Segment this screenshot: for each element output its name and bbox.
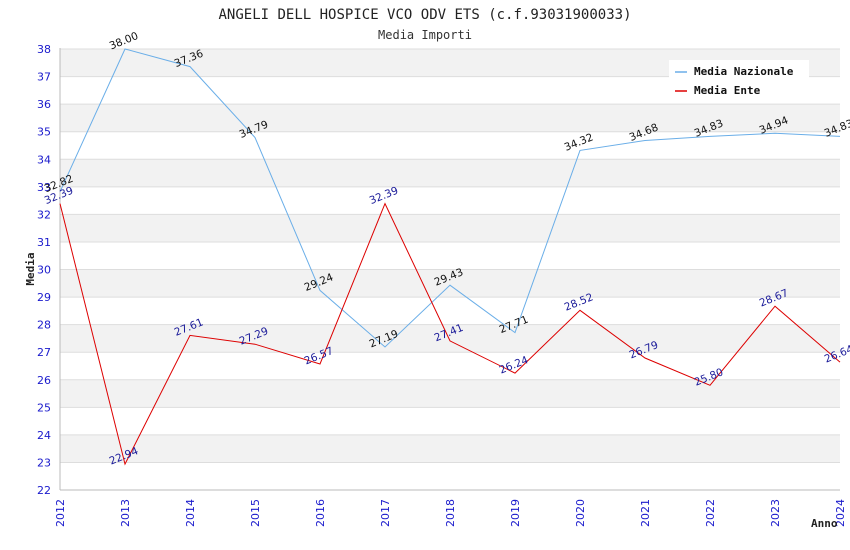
grid-band [60, 241, 840, 270]
x-tick-label: 2015 [249, 499, 262, 527]
y-axis-ticks: 22 23 24 25 26 27 28 29 30 31 32 33 34 35 36 37 38 [37, 43, 51, 497]
y-tick-label: 24 [37, 429, 51, 442]
x-tick-label: 2023 [769, 499, 782, 527]
y-tick-label: 25 [37, 401, 51, 414]
series-line [59, 202, 841, 466]
grid-band [60, 214, 840, 242]
chart-subtitle: Media Importi [378, 28, 472, 42]
grid-band [60, 324, 840, 353]
legend-box [669, 60, 809, 100]
grid-band [60, 269, 840, 298]
x-tick-label: 2014 [184, 499, 197, 527]
x-tick-label: 2013 [119, 499, 132, 527]
y-tick-label: 38 [37, 43, 51, 56]
series-line [59, 48, 841, 348]
y-tick-label: 36 [37, 98, 51, 111]
grid-band [60, 379, 840, 408]
grid-bands [60, 48, 840, 491]
y-tick-label: 28 [37, 319, 51, 332]
y-tick-label: 29 [37, 291, 51, 304]
legend: Media Nazionale Media Ente [669, 60, 809, 100]
grid-band [60, 297, 840, 325]
grid-band [60, 352, 840, 380]
x-tick-label: 2022 [704, 499, 717, 527]
y-tick-label: 31 [37, 236, 51, 249]
y-tick-label: 34 [37, 153, 51, 166]
y-tick-label: 26 [37, 374, 51, 387]
grid-band [60, 159, 840, 187]
y-axis-label: Media [24, 252, 37, 285]
y-tick-label: 22 [37, 484, 51, 497]
x-tick-label: 2018 [444, 499, 457, 527]
y-tick-label: 37 [37, 71, 51, 84]
grid-band [60, 434, 840, 463]
series-group [59, 48, 841, 466]
legend-label-media-ente: Media Ente [694, 84, 761, 97]
y-tick-label: 27 [37, 346, 51, 359]
grid-band [60, 104, 840, 132]
grid-band [60, 462, 840, 490]
x-tick-label: 2016 [314, 499, 327, 527]
legend-label-media-nazionale: Media Nazionale [694, 65, 794, 78]
x-axis-label: Anno [811, 517, 838, 530]
x-axis-ticks: 2012 2013 2014 2015 2016 2017 2018 2019 2020 2021… [54, 499, 847, 527]
chart-title: ANGELI DELL HOSPICE VCO ODV ETS (c.f.930… [218, 7, 631, 23]
x-tick-label: 2021 [639, 499, 652, 527]
x-tick-label: 2017 [379, 499, 392, 527]
y-tick-label: 35 [37, 126, 51, 139]
x-tick-label: 2020 [574, 499, 587, 527]
grid-band [60, 186, 840, 215]
x-tick-label: 2024 [834, 499, 847, 527]
x-tick-label: 2012 [54, 499, 67, 527]
y-tick-label: 30 [37, 264, 51, 277]
grid-band [60, 407, 840, 435]
y-tick-label: 32 [37, 208, 51, 221]
x-tick-label: 2019 [509, 499, 522, 527]
y-tick-label: 33 [37, 181, 51, 194]
y-tick-label: 23 [37, 456, 51, 469]
